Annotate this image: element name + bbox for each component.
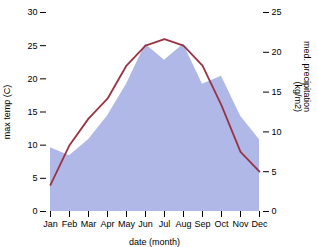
svg-text:30: 30 [27, 7, 37, 17]
svg-text:15: 15 [272, 87, 282, 97]
svg-text:med. precipitation(kg/m2): med. precipitation(kg/m2) [293, 41, 312, 112]
svg-text:10: 10 [27, 140, 37, 150]
svg-text:10: 10 [272, 127, 282, 137]
svg-text:max temp (C): max temp (C) [2, 85, 12, 140]
svg-text:Dec: Dec [251, 219, 268, 229]
svg-text:5: 5 [272, 167, 277, 177]
svg-text:0: 0 [272, 206, 277, 216]
svg-text:15: 15 [27, 107, 37, 117]
svg-text:Aug: Aug [175, 219, 191, 229]
svg-text:Apr: Apr [100, 219, 114, 229]
svg-text:0: 0 [32, 206, 37, 216]
svg-text:Feb: Feb [62, 219, 78, 229]
svg-text:Jul: Jul [159, 219, 171, 229]
svg-text:Nov: Nov [232, 219, 249, 229]
svg-text:Jan: Jan [43, 219, 58, 229]
svg-text:Jun: Jun [138, 219, 153, 229]
svg-text:20: 20 [27, 74, 37, 84]
svg-text:date (month): date (month) [129, 237, 180, 247]
svg-text:20: 20 [272, 47, 282, 57]
svg-text:Sep: Sep [194, 219, 210, 229]
svg-text:25: 25 [27, 41, 37, 51]
svg-text:25: 25 [272, 7, 282, 17]
svg-text:May: May [118, 219, 136, 229]
svg-text:Oct: Oct [214, 219, 229, 229]
svg-text:5: 5 [32, 173, 37, 183]
svg-text:Mar: Mar [81, 219, 97, 229]
